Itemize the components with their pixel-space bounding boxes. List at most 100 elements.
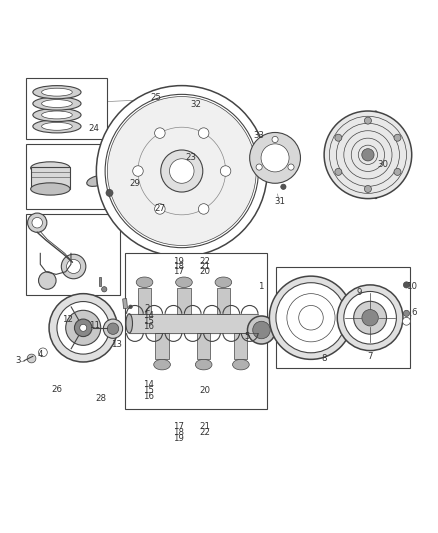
Circle shape: [247, 316, 276, 344]
Bar: [197, 333, 210, 359]
Circle shape: [269, 276, 353, 359]
Circle shape: [220, 166, 231, 176]
Text: 31: 31: [275, 197, 286, 206]
Circle shape: [324, 111, 412, 199]
Bar: [26, 78, 107, 140]
Text: 27: 27: [154, 204, 166, 213]
Text: 20: 20: [199, 267, 211, 276]
Text: 19: 19: [173, 434, 184, 443]
Text: 16: 16: [143, 322, 155, 332]
Text: 13: 13: [110, 340, 122, 349]
Circle shape: [66, 310, 101, 345]
Ellipse shape: [42, 88, 72, 96]
Ellipse shape: [233, 359, 249, 370]
Circle shape: [344, 292, 396, 344]
Bar: [234, 333, 247, 359]
Text: 21: 21: [199, 422, 211, 431]
Circle shape: [276, 282, 346, 353]
Circle shape: [161, 150, 203, 192]
Ellipse shape: [87, 176, 106, 187]
Circle shape: [67, 260, 81, 273]
Bar: [125, 253, 267, 409]
Bar: [26, 214, 120, 295]
Ellipse shape: [126, 314, 132, 333]
Circle shape: [403, 310, 410, 317]
Ellipse shape: [31, 183, 70, 195]
Text: 8: 8: [321, 354, 327, 363]
Bar: [155, 333, 169, 359]
Circle shape: [61, 254, 86, 279]
Circle shape: [335, 134, 342, 141]
Text: 1: 1: [258, 282, 263, 290]
Bar: [26, 144, 107, 209]
Circle shape: [106, 189, 113, 197]
Circle shape: [107, 323, 119, 334]
Text: 24: 24: [88, 124, 100, 133]
Circle shape: [272, 136, 278, 142]
Circle shape: [364, 185, 371, 192]
Text: 19: 19: [173, 257, 184, 266]
Text: 7: 7: [367, 352, 373, 361]
Bar: [276, 266, 410, 368]
Text: 30: 30: [378, 160, 389, 169]
Text: 6: 6: [411, 308, 417, 317]
Circle shape: [362, 310, 378, 326]
Circle shape: [107, 96, 256, 246]
Ellipse shape: [195, 359, 212, 370]
Text: 14: 14: [143, 380, 155, 389]
Text: 4: 4: [38, 350, 43, 359]
Text: 22: 22: [199, 427, 211, 437]
Circle shape: [96, 86, 267, 256]
Text: 29: 29: [130, 179, 140, 188]
Bar: [138, 287, 151, 314]
Text: 33: 33: [253, 131, 264, 140]
Circle shape: [403, 317, 410, 325]
Circle shape: [198, 204, 209, 214]
Ellipse shape: [215, 277, 232, 287]
Circle shape: [133, 166, 143, 176]
Circle shape: [261, 144, 289, 172]
Circle shape: [155, 128, 165, 139]
Ellipse shape: [42, 111, 72, 119]
Bar: [177, 287, 191, 314]
Circle shape: [74, 319, 92, 336]
Circle shape: [394, 168, 401, 175]
Text: 9: 9: [357, 288, 362, 297]
Circle shape: [335, 168, 342, 175]
Circle shape: [105, 94, 258, 248]
Circle shape: [39, 348, 47, 357]
Text: 21: 21: [199, 262, 211, 271]
Text: 12: 12: [62, 314, 74, 324]
Circle shape: [250, 133, 300, 183]
Circle shape: [80, 324, 87, 332]
Ellipse shape: [33, 120, 81, 133]
Circle shape: [403, 282, 410, 288]
Circle shape: [288, 164, 294, 170]
Text: 18: 18: [173, 427, 184, 437]
Text: 20: 20: [199, 385, 211, 394]
Circle shape: [394, 134, 401, 141]
Ellipse shape: [31, 162, 70, 174]
Ellipse shape: [33, 97, 81, 110]
Circle shape: [102, 287, 107, 292]
Text: 11: 11: [88, 321, 100, 330]
Ellipse shape: [369, 111, 382, 199]
Text: 2: 2: [144, 304, 149, 313]
Circle shape: [57, 302, 110, 354]
Text: 15: 15: [143, 385, 155, 394]
Text: 15: 15: [143, 317, 155, 326]
Text: 10: 10: [406, 282, 417, 290]
Circle shape: [49, 294, 117, 362]
Text: 17: 17: [173, 267, 184, 276]
Circle shape: [39, 272, 56, 289]
Ellipse shape: [136, 277, 153, 287]
Circle shape: [364, 117, 371, 124]
Circle shape: [198, 128, 209, 139]
Text: 5: 5: [245, 332, 250, 341]
Circle shape: [337, 285, 403, 351]
Ellipse shape: [154, 359, 170, 370]
Circle shape: [170, 159, 194, 183]
Circle shape: [253, 321, 270, 339]
Bar: [217, 287, 230, 314]
Bar: [31, 167, 70, 189]
